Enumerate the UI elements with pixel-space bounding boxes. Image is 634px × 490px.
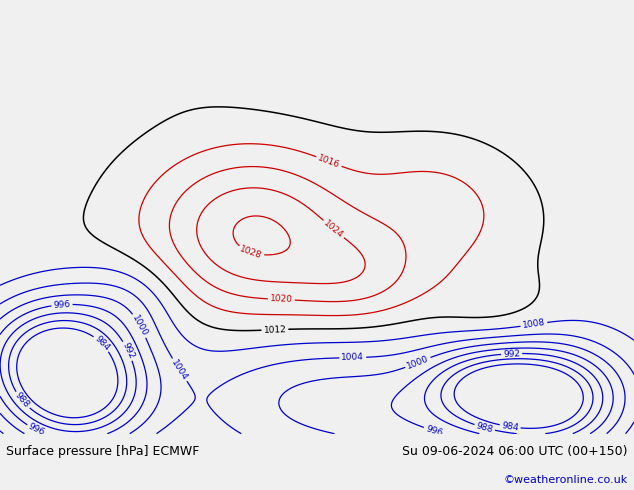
Text: 996: 996 bbox=[27, 422, 46, 438]
Text: 984: 984 bbox=[501, 421, 519, 433]
Text: 1024: 1024 bbox=[322, 219, 345, 240]
Text: Surface pressure [hPa] ECMWF: Surface pressure [hPa] ECMWF bbox=[6, 445, 200, 458]
Text: 1012: 1012 bbox=[263, 325, 287, 335]
Text: 1004: 1004 bbox=[341, 353, 365, 363]
Text: 1004: 1004 bbox=[170, 358, 190, 382]
Text: ©weatheronline.co.uk: ©weatheronline.co.uk bbox=[503, 475, 628, 485]
Text: 1016: 1016 bbox=[316, 153, 341, 170]
Text: 1000: 1000 bbox=[406, 354, 430, 371]
Text: 1000: 1000 bbox=[131, 314, 150, 338]
Text: 988: 988 bbox=[475, 421, 494, 434]
Text: 992: 992 bbox=[120, 342, 136, 361]
Text: 992: 992 bbox=[503, 349, 521, 359]
Text: 1028: 1028 bbox=[239, 245, 263, 261]
Text: 988: 988 bbox=[13, 391, 31, 410]
Text: 996: 996 bbox=[424, 424, 444, 438]
Text: 1008: 1008 bbox=[522, 318, 546, 330]
Text: 1020: 1020 bbox=[269, 294, 293, 305]
Text: 984: 984 bbox=[93, 334, 111, 353]
Text: 996: 996 bbox=[53, 300, 71, 310]
Text: Su 09-06-2024 06:00 UTC (00+150): Su 09-06-2024 06:00 UTC (00+150) bbox=[402, 445, 628, 458]
